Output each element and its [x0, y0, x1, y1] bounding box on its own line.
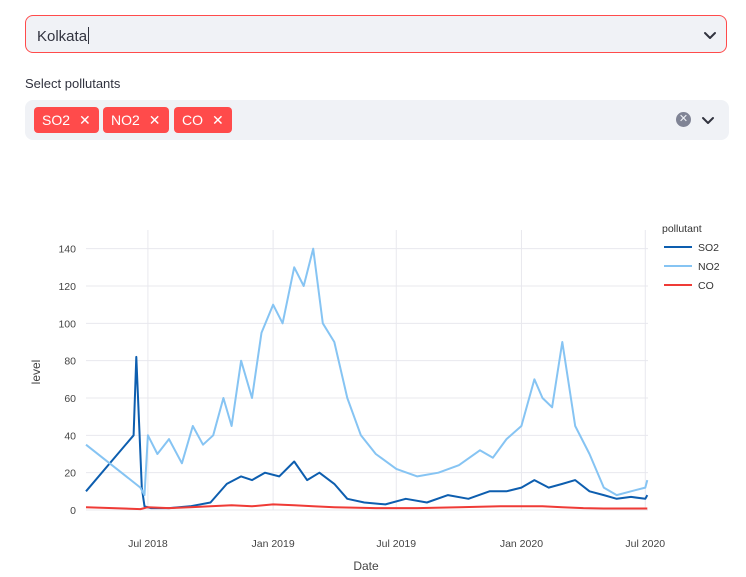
x-tick-label: Jan 2020: [500, 538, 543, 550]
tag-co: CO ✕: [174, 107, 232, 133]
series-lines: [85, 247, 649, 511]
legend-item-label: NO2: [698, 261, 720, 273]
y-tick-label: 0: [70, 505, 76, 517]
tag-label: CO: [182, 112, 203, 128]
x-tick-labels: Jul 2018 Jan 2019 Jul 2019 Jan 2020 Jul 2020: [128, 538, 665, 550]
tag-remove-icon[interactable]: ✕: [212, 112, 224, 128]
y-tick-label: 120: [58, 281, 76, 293]
chevron-down-icon[interactable]: [701, 26, 719, 44]
series-line-co: [85, 503, 648, 511]
clear-all-icon[interactable]: ✕: [676, 112, 691, 127]
y-tick-labels: 0 20 40 60 80 100 120 140: [58, 244, 76, 517]
tag-no2: NO2 ✕: [103, 107, 169, 133]
y-tick-label: 40: [64, 430, 76, 442]
legend[interactable]: pollutant SO2 NO2 CO: [662, 223, 720, 292]
legend-item-label: SO2: [698, 242, 719, 254]
legend-item-label: CO: [698, 280, 714, 292]
gridlines: [86, 230, 648, 511]
y-axis-title: level: [29, 360, 43, 385]
chevron-down-icon[interactable]: [699, 111, 717, 129]
series-line-so2: [85, 355, 649, 510]
series-line-no2: [85, 247, 649, 497]
y-tick-label: 140: [58, 244, 76, 256]
y-tick-label: 100: [58, 318, 76, 330]
y-tick-label: 60: [64, 393, 76, 405]
tag-remove-icon[interactable]: ✕: [148, 112, 161, 128]
x-axis-title: Date: [353, 559, 379, 573]
text-cursor: [88, 27, 90, 44]
y-tick-label: 20: [64, 468, 76, 480]
tag-so2: SO2 ✕: [34, 107, 99, 133]
x-tick-label: Jul 2020: [625, 538, 665, 550]
pollutant-multiselect[interactable]: SO2 ✕ NO2 ✕ CO ✕ ✕: [25, 100, 729, 140]
tag-label: NO2: [111, 112, 140, 128]
city-select-value: Kolkata: [37, 27, 90, 45]
tag-remove-icon[interactable]: ✕: [79, 112, 91, 128]
legend-title: pollutant: [662, 223, 702, 235]
x-tick-label: Jul 2018: [128, 538, 168, 550]
city-select[interactable]: Kolkata: [25, 15, 727, 53]
y-tick-label: 80: [64, 356, 76, 368]
tag-label: SO2: [42, 112, 71, 128]
x-tick-label: Jan 2019: [251, 538, 294, 550]
x-tick-label: Jul 2019: [376, 538, 416, 550]
pollutant-select-label: Select pollutants: [25, 76, 121, 91]
